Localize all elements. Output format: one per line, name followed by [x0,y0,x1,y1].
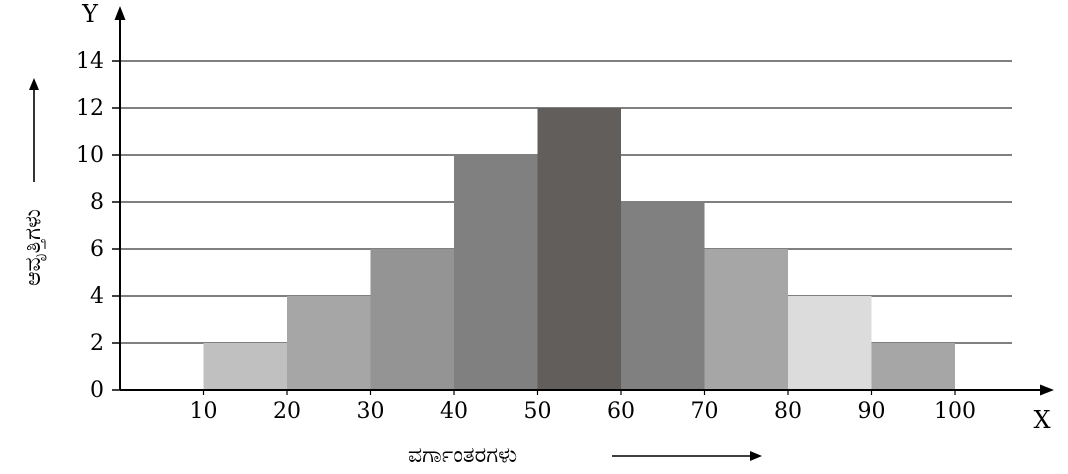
bar-10-20 [203,343,287,390]
x-tick-label-20: 20 [273,399,301,424]
x-tick-labels: 10 20 30 40 50 60 70 80 90 100 [190,390,976,424]
y-tick-label-10: 10 [76,143,104,168]
y-axis-arrowhead [114,6,126,20]
x-tick-label-30: 30 [357,399,385,424]
bar-80-90 [788,296,872,390]
bar-90-100 [871,343,955,390]
x-tick-label-80: 80 [774,399,802,424]
y-tick-label-14: 14 [76,49,104,74]
y-axis-title: ಆವೃತ್ತಿಗಳು [21,209,47,286]
x-axis-letter: X [1033,406,1050,434]
y-axis-letter: Y [81,0,99,28]
x-tick-label-60: 60 [607,399,635,424]
y-tick-label-12: 12 [76,96,104,121]
y-tick-label-4: 4 [90,284,104,309]
x-tick-label-100: 100 [934,399,976,424]
y-tick-label-6: 6 [90,237,104,262]
bar-70-80 [704,249,788,390]
bar-20-30 [287,296,371,390]
x-tick-label-90: 90 [858,399,886,424]
bar-40-50 [454,155,538,390]
y-tick-label-8: 8 [90,190,104,215]
y-tick-label-2: 2 [90,331,104,356]
y-tick-label-0: 0 [90,378,104,403]
bar-60-70 [621,202,705,390]
x-tick-label-50: 50 [524,399,552,424]
bar-50-60 [537,108,621,390]
y-title-arrowhead [29,78,39,90]
x-title-arrowhead [750,451,762,461]
x-tick-label-40: 40 [440,399,468,424]
x-axis-arrowhead [1040,384,1054,396]
x-tick-label-70: 70 [691,399,719,424]
x-axis-title: ವರ್ಗಾಂತರಗಳು [408,443,517,468]
bars [203,108,955,390]
y-tick-labels: 0 2 4 6 8 10 12 14 [76,49,120,403]
x-tick-label-10: 10 [190,399,218,424]
bar-30-40 [370,249,454,390]
